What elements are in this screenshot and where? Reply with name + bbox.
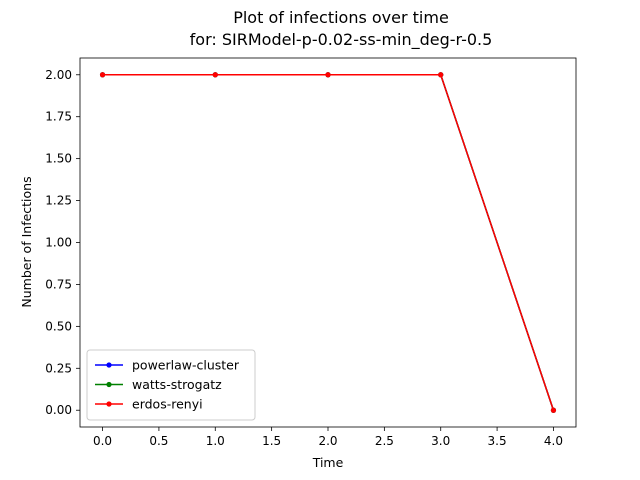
x-tick-label: 0.0: [93, 434, 112, 448]
chart-title: Plot of infections over time: [233, 8, 449, 27]
y-tick-label: 0.25: [45, 361, 72, 375]
legend-marker-watts-strogatz: [106, 381, 112, 388]
data-point-erdos-renyi: [212, 72, 218, 78]
x-tick-label: 3.5: [488, 434, 507, 448]
y-tick-label: 1.50: [45, 152, 72, 166]
chart-subtitle: for: SIRModel-p-0.02-ss-min_deg-r-0.5: [190, 30, 493, 50]
legend-label-watts-strogatz: watts-strogatz: [132, 377, 222, 392]
axes-frame: [79, 57, 577, 428]
y-tick-label: 2.00: [45, 68, 72, 82]
x-axis-label: Time: [312, 455, 344, 470]
y-axis-label: Number of Infections: [19, 176, 34, 307]
legend-marker-powerlaw-cluster: [106, 362, 112, 368]
legend-box: [86, 349, 256, 421]
x-tick-label: 1.5: [262, 434, 281, 448]
y-tick-label: 0.75: [45, 277, 72, 291]
legend-label-erdos-renyi: erdos-renyi: [132, 397, 203, 412]
data-point-erdos-renyi: [99, 72, 106, 78]
legend-marker-erdos-renyi: [106, 401, 112, 407]
legend: powerlaw-cluster watts-strogatz erdos-reny…: [86, 349, 256, 421]
x-tick-label: 0.5: [149, 434, 168, 448]
x-tick-label: 1.0: [206, 434, 225, 448]
plot-area: 0.0 0.5 1.0 1.5 2.0 2.5 3.0 3.5 4.0 0.00 0.25 0.50 0…: [45, 57, 577, 448]
y-tick-label: 1.00: [45, 236, 72, 250]
y-tick-label: 0.50: [45, 319, 72, 333]
x-tick-label: 4.0: [544, 434, 563, 448]
data-point-erdos-renyi: [438, 72, 444, 78]
data-point-erdos-renyi: [550, 407, 557, 413]
legend-label-powerlaw-cluster: powerlaw-cluster: [132, 358, 240, 373]
x-tick-label: 2.5: [375, 434, 394, 448]
y-tick-label: 1.75: [45, 110, 72, 124]
x-tick-label: 3.0: [431, 434, 450, 448]
y-tick-label: 1.25: [45, 194, 72, 208]
x-tick-label: 2.0: [318, 434, 337, 448]
data-point-erdos-renyi: [325, 72, 331, 78]
y-tick-label: 0.00: [45, 403, 72, 417]
